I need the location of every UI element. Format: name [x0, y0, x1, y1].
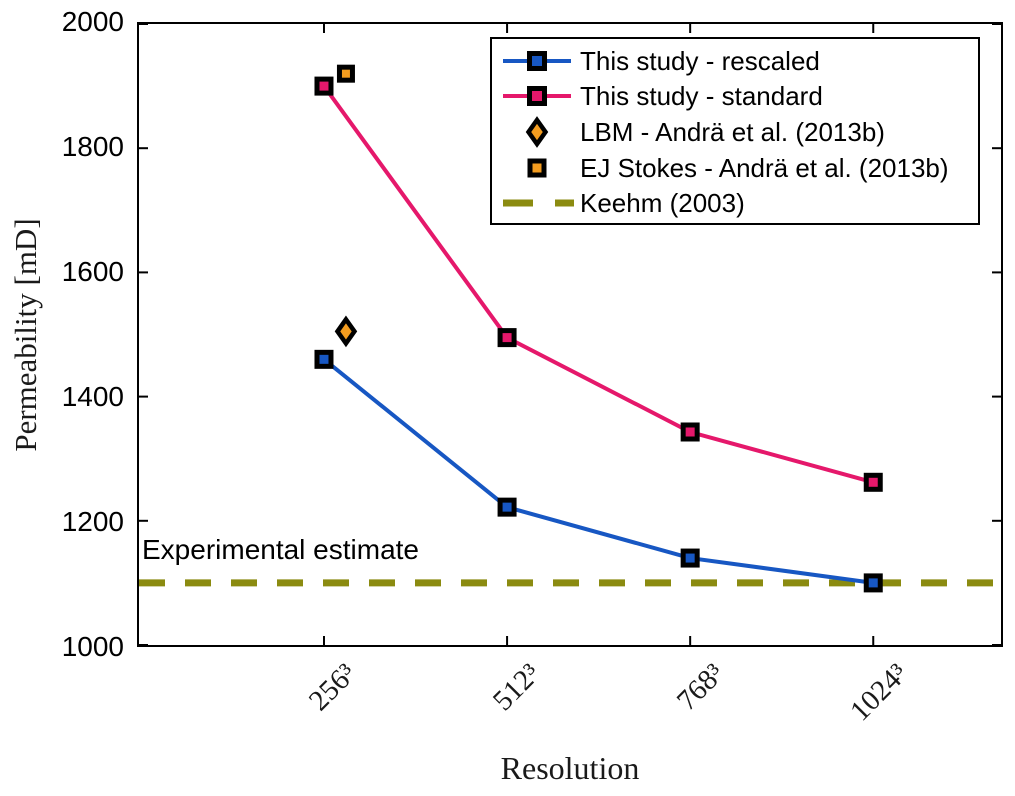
data-point — [334, 315, 358, 348]
x-tick-label: 768³ — [670, 657, 731, 718]
data-point — [680, 422, 700, 442]
data-point — [863, 472, 883, 492]
dashed-line-icon — [503, 199, 574, 207]
y-tick-label: 1000 — [61, 631, 124, 662]
x-tick-label: 256³ — [302, 657, 363, 718]
data-point — [314, 76, 334, 96]
legend-item-ej-stokes: EJ Stokes - Andrä et al. (2013b) — [500, 150, 978, 186]
legend-label: EJ Stokes - Andrä et al. (2013b) — [580, 152, 949, 183]
chart-canvas — [139, 24, 1001, 645]
legend-item-keehm: Keehm (2003) — [500, 185, 978, 221]
square-marker-icon — [527, 158, 547, 178]
y-tick-label: 1400 — [61, 381, 124, 412]
x-axis-label: Resolution — [500, 750, 640, 786]
legend-item-standard: This study - standard — [500, 79, 978, 115]
data-point — [497, 328, 517, 348]
data-point — [497, 497, 517, 517]
series-line — [322, 84, 874, 485]
legend: This study - rescaled This study - stand… — [490, 37, 980, 225]
legend-label: This study - standard — [580, 81, 823, 112]
experimental-estimate-annotation: Experimental estimate — [142, 534, 420, 565]
legend-item-rescaled: This study - rescaled — [500, 43, 978, 79]
data-point — [336, 64, 355, 83]
x-tick-label: 1024³ — [844, 657, 915, 728]
y-tick-label: 1600 — [61, 256, 124, 287]
legend-label: This study - rescaled — [580, 45, 820, 76]
data-point — [314, 349, 334, 369]
x-tick-label: 512³ — [486, 657, 547, 718]
diamond-marker-icon — [525, 116, 549, 148]
series-line — [322, 357, 874, 585]
y-axis-label: Permeability [mD] — [8, 218, 43, 452]
y-tick-label: 1800 — [61, 131, 124, 162]
legend-label: Keehm (2003) — [580, 188, 745, 219]
data-point — [863, 573, 883, 593]
y-tick-label: 2000 — [61, 6, 124, 37]
data-point — [680, 548, 700, 568]
legend-label: LBM - Andrä et al. (2013b) — [580, 116, 885, 147]
y-tick-label: 1200 — [61, 506, 124, 537]
legend-item-lbm: LBM - Andrä et al. (2013b) — [500, 114, 978, 150]
line-square-marker-icon — [503, 50, 571, 71]
line-square-marker-icon — [503, 86, 571, 107]
